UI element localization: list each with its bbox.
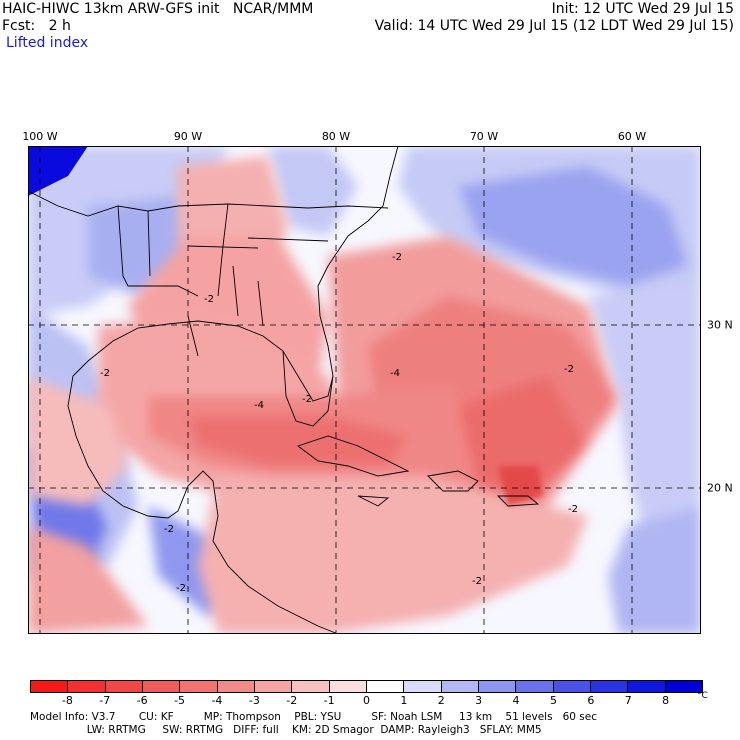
colorbar-tick-label: 2 xyxy=(437,694,445,707)
colorbar-tick-label: -8 xyxy=(61,694,73,707)
colorbar-tick-label: -4 xyxy=(211,694,223,707)
colorbar-swatch xyxy=(590,681,629,692)
colorbar-swatch xyxy=(180,681,218,692)
colorbar-swatch xyxy=(217,681,255,692)
contour-label: -2 xyxy=(164,524,174,535)
colorbar-tick-label: -7 xyxy=(99,694,111,707)
contour-label: -2 xyxy=(302,394,312,405)
contour-label: -2 xyxy=(472,576,482,587)
model-info-line1: Model Info: V3.7 CU: KF MP: Thompson PBL… xyxy=(30,711,597,723)
colorbar-swatch xyxy=(366,681,405,692)
contour-label: -2 xyxy=(568,504,578,515)
init-time: Init: 12 UTC Wed 29 Jul 15 xyxy=(551,1,734,17)
unstable-regions xyxy=(28,156,618,634)
colorbar-tick-label: 1 xyxy=(400,694,408,707)
graticule xyxy=(28,146,701,634)
lat-label-20n: 20 N xyxy=(707,481,733,495)
lifted-index-map: -2 -2 -2 -2 -4 -4 -2 -2 -2 -2 -2 xyxy=(28,146,701,634)
lon-label-100w: 100 W xyxy=(22,130,58,143)
colorbar-swatch xyxy=(292,681,330,692)
contour-label: -4 xyxy=(254,400,264,411)
colorbar-swatch xyxy=(105,681,143,692)
colorbar-swatch xyxy=(142,681,181,692)
colorbar-swatch xyxy=(404,681,442,692)
contour-label: -2 xyxy=(392,252,402,263)
colorbar-tick-label: 5 xyxy=(549,694,557,707)
colorbar-tick-label: -1 xyxy=(323,694,335,707)
colorbar-tick-label: 0 xyxy=(363,694,370,707)
colorbar-tick-label: -3 xyxy=(248,694,260,707)
colorbar-tick-label: 3 xyxy=(475,694,483,707)
colorbar-swatch xyxy=(665,681,702,692)
colorbar-tick-label: 6 xyxy=(587,694,595,707)
lon-label-90w: 90 W xyxy=(173,130,203,143)
colorbar-tick-label: -5 xyxy=(174,694,186,707)
colorbar xyxy=(30,680,703,693)
contour-label: -2 xyxy=(100,368,110,379)
colorbar-tick-label: 8 xyxy=(662,694,670,707)
colorbar-swatch xyxy=(329,681,367,692)
colorbar-swatch xyxy=(478,681,517,692)
colorbar-tick-label: -2 xyxy=(286,694,298,707)
deep-stable-patch xyxy=(28,146,88,196)
colorbar-swatch xyxy=(31,681,69,692)
model-title: HAIC-HIWC 13km ARW-GFS init NCAR/MMM xyxy=(2,1,314,17)
forecast-hour: Fcst: 2 h xyxy=(2,18,71,34)
lon-label-60w: 60 W xyxy=(617,130,647,143)
colorbar-swatch xyxy=(254,681,293,692)
lat-label-30n: 30 N xyxy=(707,318,733,332)
field-name: Lifted index xyxy=(6,35,89,51)
colorbar-swatch xyxy=(516,681,554,692)
colorbar-tick-label: -6 xyxy=(136,694,148,707)
coastlines xyxy=(28,146,540,634)
contour-label: -4 xyxy=(390,368,400,379)
valid-time: Valid: 14 UTC Wed 29 Jul 15 (12 LDT Wed … xyxy=(374,18,734,34)
colorbar-swatch xyxy=(441,681,479,692)
model-info-line2: LW: RRTMG SW: RRTMG DIFF: full KM: 2D Sm… xyxy=(30,724,542,736)
lon-label-70w: 70 W xyxy=(469,130,499,143)
contour-label: -2 xyxy=(204,294,214,305)
colorbar-tick-label: 4 xyxy=(512,694,520,707)
contour-label: -2 xyxy=(176,583,186,594)
colorbar-tick-label: 7 xyxy=(624,694,632,707)
colorbar-swatch xyxy=(553,681,591,692)
contour-label: -2 xyxy=(564,364,574,375)
lon-label-80w: 80 W xyxy=(321,130,351,143)
colorbar-swatch xyxy=(68,681,106,692)
colorbar-unit: °C xyxy=(697,691,708,701)
colorbar-swatch xyxy=(628,681,666,692)
